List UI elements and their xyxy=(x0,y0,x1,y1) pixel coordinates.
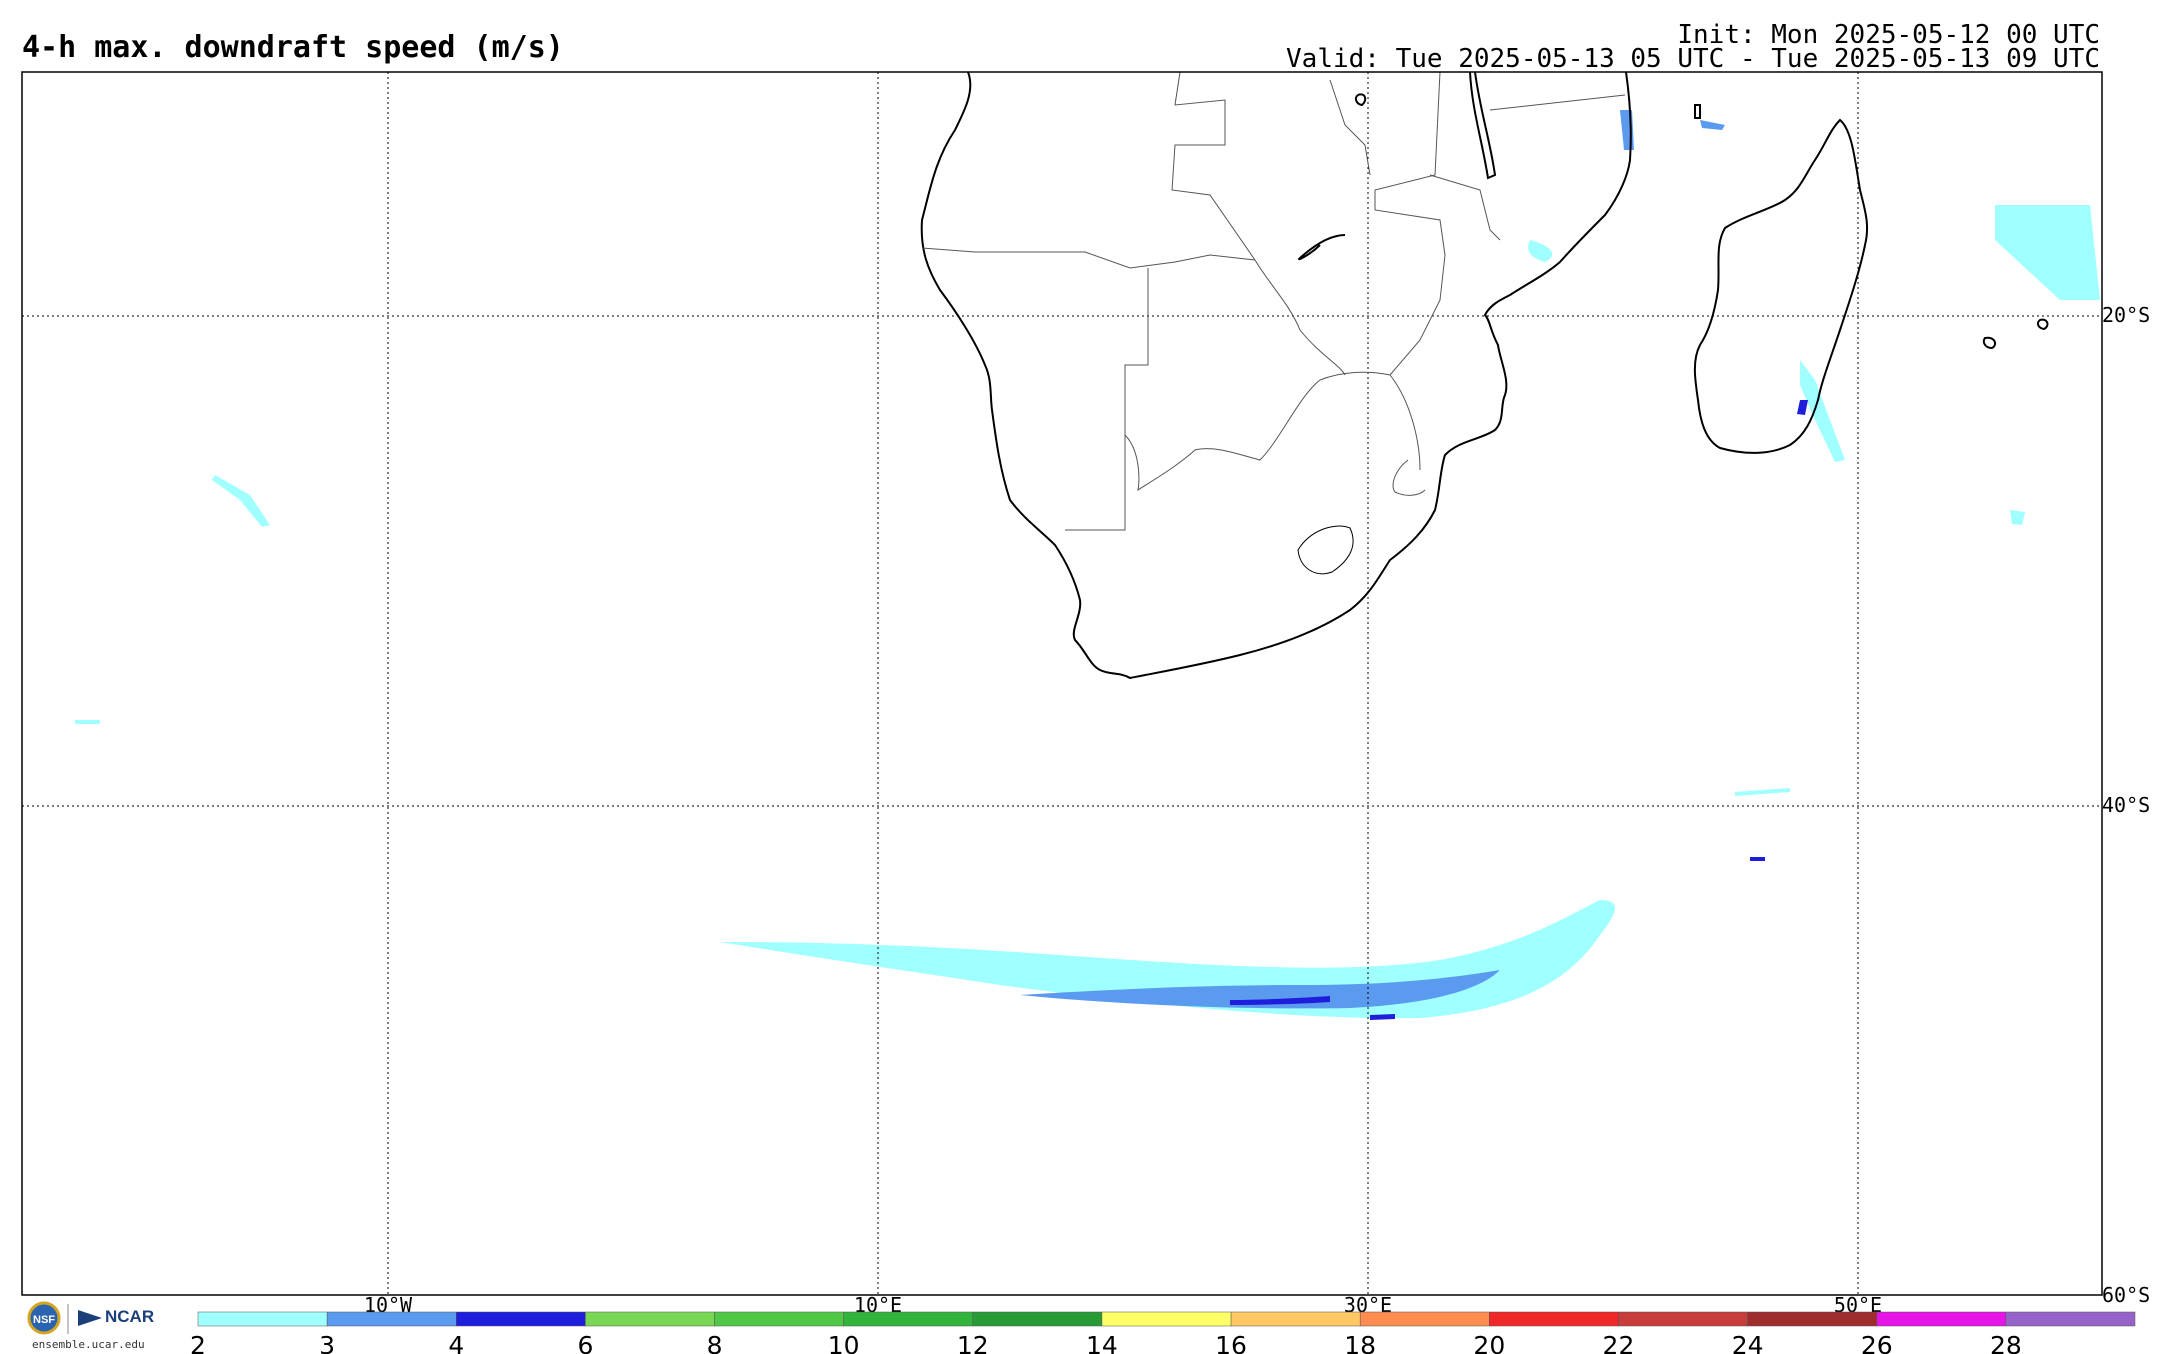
lesotho-border xyxy=(1297,525,1354,575)
country-borders xyxy=(921,71,1626,531)
downdraft-patch xyxy=(1797,400,1808,415)
colorbar-label: 24 xyxy=(1732,1331,1764,1354)
downdraft-patch xyxy=(75,720,100,724)
comoros-coastline xyxy=(1694,104,1701,119)
downdraft-patch xyxy=(212,475,270,527)
lat-label-60s: 60°S xyxy=(2102,1283,2150,1307)
lake-kariba xyxy=(1298,234,1346,261)
colorbar-swatch xyxy=(1747,1311,1877,1327)
colorbar: 2 3 4 6 8 10 12 14 16 18 20 22 24 26 28 xyxy=(190,1311,2136,1354)
border xyxy=(1254,259,1346,376)
colorbar-label: 2 xyxy=(190,1331,206,1354)
border xyxy=(921,247,1256,269)
colorbar-label: 28 xyxy=(1990,1331,2022,1354)
border xyxy=(1392,459,1426,496)
lat-label-40s: 40°S xyxy=(2102,793,2150,817)
colorbar-swatch xyxy=(843,1311,974,1327)
map-title: 4-h max. downdraft speed (m/s) xyxy=(22,30,564,65)
colorbar-swatch xyxy=(972,1311,1103,1327)
mauritius-coastline xyxy=(1982,336,1997,350)
colorbar-label: 12 xyxy=(957,1331,989,1354)
border xyxy=(1429,174,1501,241)
downdraft-band-dark xyxy=(1230,996,1330,1005)
downdraft-patch xyxy=(1735,788,1790,796)
colorbar-label: 10 xyxy=(828,1331,860,1354)
border xyxy=(1374,71,1446,376)
colorbar-label: 16 xyxy=(1215,1331,1247,1354)
border xyxy=(1124,371,1421,492)
downdraft-band-dark xyxy=(1370,1014,1395,1020)
colorbar-swatch xyxy=(1876,1311,2007,1327)
downdraft-patch xyxy=(1750,857,1765,861)
colorbar-swatch xyxy=(1359,1311,1490,1327)
downdraft-patch xyxy=(1528,240,1553,262)
africa-coastline xyxy=(920,71,1632,680)
ncar-mark-icon xyxy=(78,1310,102,1326)
colorbar-label: 4 xyxy=(448,1331,464,1354)
colorbar-swatch xyxy=(714,1311,844,1327)
border xyxy=(1065,268,1149,531)
colorbar-swatch xyxy=(326,1311,457,1327)
lake-malawi xyxy=(1469,71,1497,180)
nsf-badge-icon xyxy=(27,1301,61,1335)
colorbar-swatch xyxy=(197,1311,328,1327)
downdraft-band-mid xyxy=(1020,970,1500,1009)
colorbar-label: 3 xyxy=(319,1331,335,1354)
colorbar-label: 14 xyxy=(1086,1331,1118,1354)
colorbar-label: 6 xyxy=(577,1331,593,1354)
colorbar-swatch xyxy=(1101,1311,1232,1327)
lat-label-20s: 20°S xyxy=(2102,303,2150,327)
init-time: Init: Mon 2025-05-12 00 UTC xyxy=(1677,20,2100,50)
colorbar-swatch xyxy=(1618,1311,1748,1327)
nsf-ncar-logo: NSF xyxy=(22,1300,162,1354)
ncar-logo-text: NCAR xyxy=(105,1307,155,1326)
reunion-coastline xyxy=(2036,318,2049,331)
downdraft-patch xyxy=(1700,120,1725,130)
downdraft-patch xyxy=(1620,110,1634,150)
colorbar-swatch xyxy=(1230,1311,1361,1327)
downdraft-patch xyxy=(1800,360,1845,462)
colorbar-label: 18 xyxy=(1344,1331,1376,1354)
graticule xyxy=(22,72,2102,1295)
downdraft-patch xyxy=(1995,205,2100,300)
colorbar-label: 20 xyxy=(1473,1331,1505,1354)
map-frame xyxy=(21,71,2103,1296)
nsf-badge-text: NSF xyxy=(33,1314,55,1326)
madagascar-coastline xyxy=(1693,118,1869,454)
colorbar-swatch xyxy=(2005,1311,2136,1327)
downdraft-field xyxy=(75,110,2100,1020)
colorbar-label: 22 xyxy=(1603,1331,1635,1354)
colorbar-label: 26 xyxy=(1861,1331,1893,1354)
colorbar-label: 8 xyxy=(707,1331,723,1354)
colorbar-swatch xyxy=(1489,1311,1619,1327)
coastlines xyxy=(920,71,2049,680)
colorbar-swatch xyxy=(456,1311,586,1327)
border xyxy=(1329,79,1371,176)
border xyxy=(1171,71,1256,261)
downdraft-patch xyxy=(2010,510,2025,525)
logo-url: ensemble.ucar.edu xyxy=(32,1338,145,1351)
border xyxy=(1489,94,1626,111)
valid-time: Valid: Tue 2025-05-13 05 UTC - Tue 2025-… xyxy=(1286,44,2100,74)
lake-tanganyika xyxy=(1354,93,1367,107)
colorbar-swatch xyxy=(585,1311,715,1327)
